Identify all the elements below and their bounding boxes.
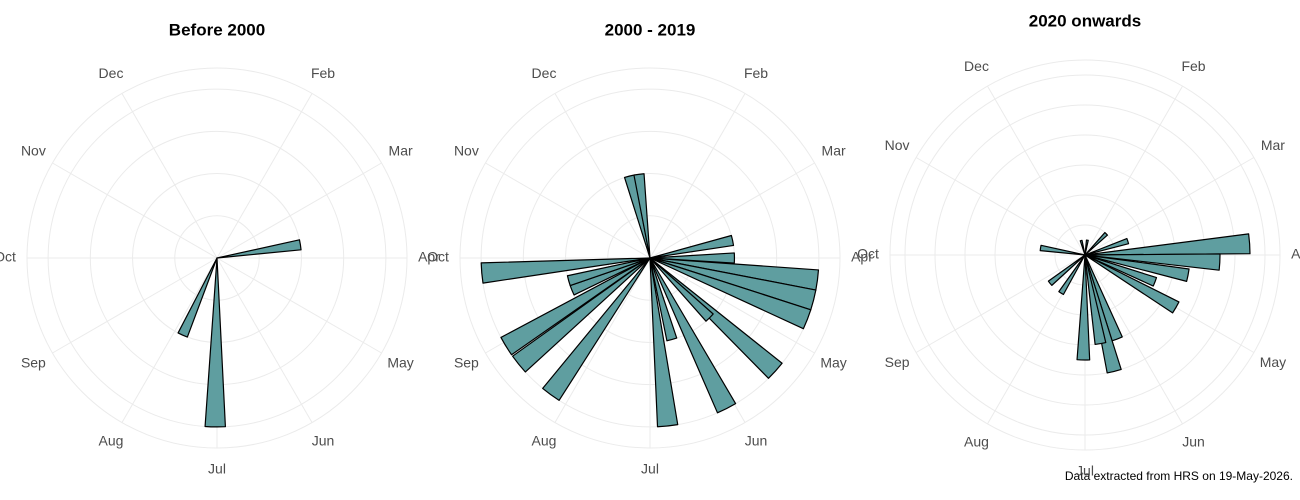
grid-spoke: [216, 162, 382, 259]
grid-spoke: [485, 162, 651, 259]
angle-tick-label: Mar: [822, 143, 846, 159]
bar: [216, 239, 302, 259]
angle-tick-label: Mar: [1261, 137, 1285, 153]
angle-tick-label: Sep: [21, 355, 46, 371]
angle-tick-label: Oct: [427, 249, 449, 265]
grid-spoke: [1084, 85, 1183, 256]
bar: [1084, 254, 1180, 314]
bar: [1047, 254, 1086, 286]
grid-spoke: [554, 93, 651, 259]
angle-tick-label: Dec: [99, 65, 124, 81]
grid-spoke: [554, 257, 651, 423]
angle-tick-label: Oct: [0, 249, 16, 265]
bar: [1084, 239, 1089, 256]
bar: [1076, 254, 1091, 361]
chart-title: 2000 - 2019: [605, 20, 696, 39]
grid-spoke: [52, 257, 218, 354]
bar: [649, 257, 679, 428]
bar: [649, 257, 678, 342]
angle-tick-label: Nov: [21, 143, 46, 159]
bar: [177, 257, 218, 338]
angle-tick-label: Jul: [208, 461, 226, 477]
chart-title: 2020 onwards: [1029, 11, 1141, 30]
bar: [204, 257, 226, 428]
angle-tick-label: May: [387, 355, 413, 371]
caption: Data extracted from HRS on 19-May-2026.: [1065, 469, 1293, 483]
angle-tick-label: Apr: [418, 249, 440, 265]
angle-tick-label: Aug: [99, 432, 124, 448]
grid-spoke: [216, 257, 382, 354]
bar: [511, 257, 651, 373]
angle-tick-label: Sep: [454, 355, 479, 371]
angle-tick-label: Feb: [744, 65, 768, 81]
angle-tick-label: Apr: [1291, 246, 1300, 262]
bar: [1084, 254, 1107, 346]
bar: [649, 252, 736, 264]
polar-chart: 2000 - 2019 Feb Mar Apr May Jun Jul Aug Sep Oct No…: [427, 20, 873, 476]
grid-spoke: [121, 257, 218, 423]
angle-tick-label: Apr: [851, 249, 873, 265]
grid-spoke: [1084, 254, 1183, 425]
angle-tick-label: Jun: [312, 432, 335, 448]
angle-tick-label: Jul: [641, 461, 659, 477]
bar: [633, 173, 651, 259]
angle-tick-label: Oct: [857, 246, 879, 262]
grid-spoke: [52, 162, 218, 259]
angle-tick-label: Feb: [1181, 58, 1205, 74]
angle-tick-label: Dec: [964, 58, 989, 74]
angle-tick-label: Aug: [964, 434, 989, 450]
angle-tick-label: Aug: [532, 432, 557, 448]
grid-spoke: [1084, 157, 1255, 256]
bar: [1079, 239, 1086, 256]
grid-spoke: [216, 257, 313, 423]
angle-tick-label: Mar: [389, 143, 413, 159]
bar: [1084, 237, 1130, 256]
bar: [1084, 254, 1122, 374]
bar: [649, 257, 737, 414]
bar: [649, 257, 714, 322]
bar: [1084, 233, 1251, 256]
grid-spoke: [216, 93, 313, 259]
polar-chart: 2020 onwards Feb Mar Apr May Jun Jul Aug Sep Oct N…: [857, 11, 1300, 478]
bar: [1084, 231, 1109, 256]
bar: [500, 257, 651, 356]
bar: [1084, 254, 1190, 282]
angle-tick-label: Jun: [745, 432, 768, 448]
angle-tick-label: Nov: [454, 143, 479, 159]
bar: [649, 234, 735, 259]
angle-tick-label: Jul: [1076, 463, 1094, 479]
bar: [1039, 244, 1086, 256]
bar: [1084, 253, 1221, 271]
angle-tick-label: Feb: [311, 65, 335, 81]
chart-title: Before 2000: [169, 20, 265, 39]
angle-tick-label: Sep: [885, 354, 910, 370]
bar: [566, 257, 651, 287]
angle-tick-label: Jun: [1182, 434, 1205, 450]
angle-tick-label: Dec: [532, 65, 557, 81]
grid-spoke: [915, 157, 1086, 256]
bar: [649, 257, 812, 330]
grid-spoke: [987, 85, 1086, 256]
grid-spoke: [121, 93, 218, 259]
grid-spoke: [649, 162, 815, 259]
angle-tick-label: May: [1260, 354, 1286, 370]
grid-spoke: [915, 254, 1086, 353]
bar: [1058, 254, 1086, 296]
grid-spoke: [649, 257, 815, 354]
bar: [480, 257, 651, 284]
bar: [542, 257, 651, 401]
polar-chart: Before 2000 Feb Mar Apr May Jun Jul Aug Sep Oct No…: [0, 20, 440, 476]
angle-tick-label: May: [820, 355, 846, 371]
angle-tick-label: Nov: [885, 137, 910, 153]
bar: [1084, 254, 1158, 287]
grid-spoke: [649, 93, 746, 259]
